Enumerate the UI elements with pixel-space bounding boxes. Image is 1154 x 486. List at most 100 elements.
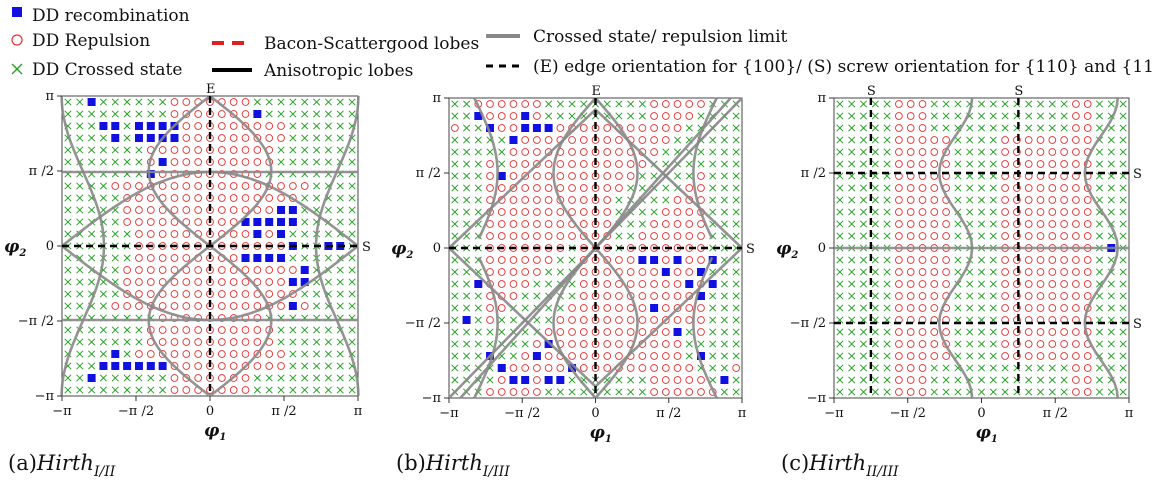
crossed-point	[627, 232, 635, 240]
repulsion-point	[1048, 160, 1057, 168]
crossed-point	[977, 196, 986, 204]
repulsion-point	[158, 254, 167, 262]
repulsion-point	[918, 184, 927, 192]
repulsion-point	[1001, 304, 1009, 312]
crossed-point	[1107, 388, 1115, 396]
repulsion-point	[1060, 160, 1068, 168]
crossed-point	[859, 148, 868, 156]
recombination-point	[486, 124, 495, 132]
repulsion-point	[229, 326, 238, 334]
repulsion-point	[194, 338, 203, 346]
crossed-point	[1119, 196, 1127, 204]
orientation-label: S	[1133, 317, 1142, 332]
repulsion-point	[1001, 136, 1009, 144]
x-axis-label: φ1	[590, 423, 612, 445]
crossed-point	[1095, 304, 1104, 312]
crossed-point	[301, 98, 309, 106]
crossed-point	[301, 290, 309, 298]
repulsion-point	[497, 232, 506, 240]
crossed-point	[697, 148, 705, 156]
crossed-point	[989, 232, 997, 240]
repulsion-point	[603, 292, 612, 300]
y-tick-label: −π /2	[405, 316, 441, 331]
repulsion-point	[626, 160, 635, 168]
crossed-point	[147, 386, 155, 394]
crossed-point	[88, 122, 96, 130]
crossed-point	[627, 388, 635, 396]
repulsion-point	[1024, 304, 1033, 312]
repulsion-point	[265, 194, 274, 202]
crossed-point	[289, 122, 297, 130]
repulsion-point	[603, 136, 612, 144]
crossed-point	[989, 208, 997, 216]
repulsion-point	[697, 100, 705, 108]
crossed-point	[732, 256, 740, 264]
repulsion-point	[579, 124, 588, 132]
recombination-point	[288, 218, 297, 226]
crossed-point	[348, 206, 356, 214]
repulsion-point	[544, 160, 553, 168]
crossed-point	[521, 340, 529, 348]
repulsion-point	[497, 184, 506, 192]
repulsion-point	[615, 352, 623, 360]
crossed-point	[1119, 388, 1127, 396]
crossed-point	[732, 208, 740, 216]
crossed-point	[159, 374, 167, 382]
crossed-point	[451, 196, 459, 204]
repulsion-point	[253, 266, 262, 274]
repulsion-point	[1024, 268, 1033, 276]
repulsion-point	[603, 148, 612, 156]
repulsion-point	[544, 136, 553, 144]
repulsion-point	[1001, 256, 1009, 264]
crossed-point	[324, 278, 332, 286]
crossed-point	[301, 122, 309, 130]
crossed-point	[1095, 376, 1104, 384]
crossed-point	[1119, 256, 1127, 264]
crossed-point	[1095, 388, 1104, 396]
crossed-point	[883, 232, 891, 240]
repulsion-point	[603, 364, 612, 372]
crossed-point	[685, 124, 693, 132]
crossed-point	[324, 338, 332, 346]
x-tick-label: −π	[52, 404, 72, 419]
repulsion-point	[1048, 208, 1057, 216]
recombination-point	[111, 350, 120, 358]
repulsion-point	[895, 232, 903, 240]
crossed-point	[989, 148, 997, 156]
repulsion-point	[1013, 256, 1021, 264]
repulsion-point	[895, 268, 903, 276]
repulsion-point	[906, 364, 915, 372]
repulsion-point	[603, 208, 612, 216]
crossed-point	[474, 124, 482, 132]
repulsion-point	[650, 292, 658, 300]
crossed-point	[451, 316, 459, 324]
crossed-point	[930, 388, 938, 396]
x-tick-label: π /2	[271, 404, 296, 419]
crossed-point	[1107, 100, 1115, 108]
repulsion-point	[217, 350, 226, 358]
repulsion-point	[241, 350, 250, 358]
crossed-point	[451, 112, 459, 120]
crossed-point	[615, 100, 623, 108]
crossed-point	[871, 376, 879, 384]
repulsion-point	[544, 220, 553, 228]
repulsion-point	[918, 304, 927, 312]
crossed-point	[1095, 160, 1104, 168]
crossed-point	[685, 340, 693, 348]
crossed-point	[732, 304, 740, 312]
crossed-point	[111, 146, 119, 154]
repulsion-point	[1072, 136, 1080, 144]
repulsion-point	[486, 160, 494, 168]
repulsion-point	[241, 374, 250, 382]
repulsion-point	[217, 158, 226, 166]
repulsion-point	[533, 340, 541, 348]
repulsion-point	[1048, 220, 1057, 228]
crossed-point	[871, 220, 879, 228]
repulsion-point	[1036, 304, 1045, 312]
crossed-point	[135, 110, 143, 118]
crossed-point	[977, 376, 986, 384]
crossed-point	[545, 304, 553, 312]
crossed-point	[673, 172, 682, 180]
repulsion-point	[509, 112, 518, 120]
repulsion-point	[697, 172, 705, 180]
